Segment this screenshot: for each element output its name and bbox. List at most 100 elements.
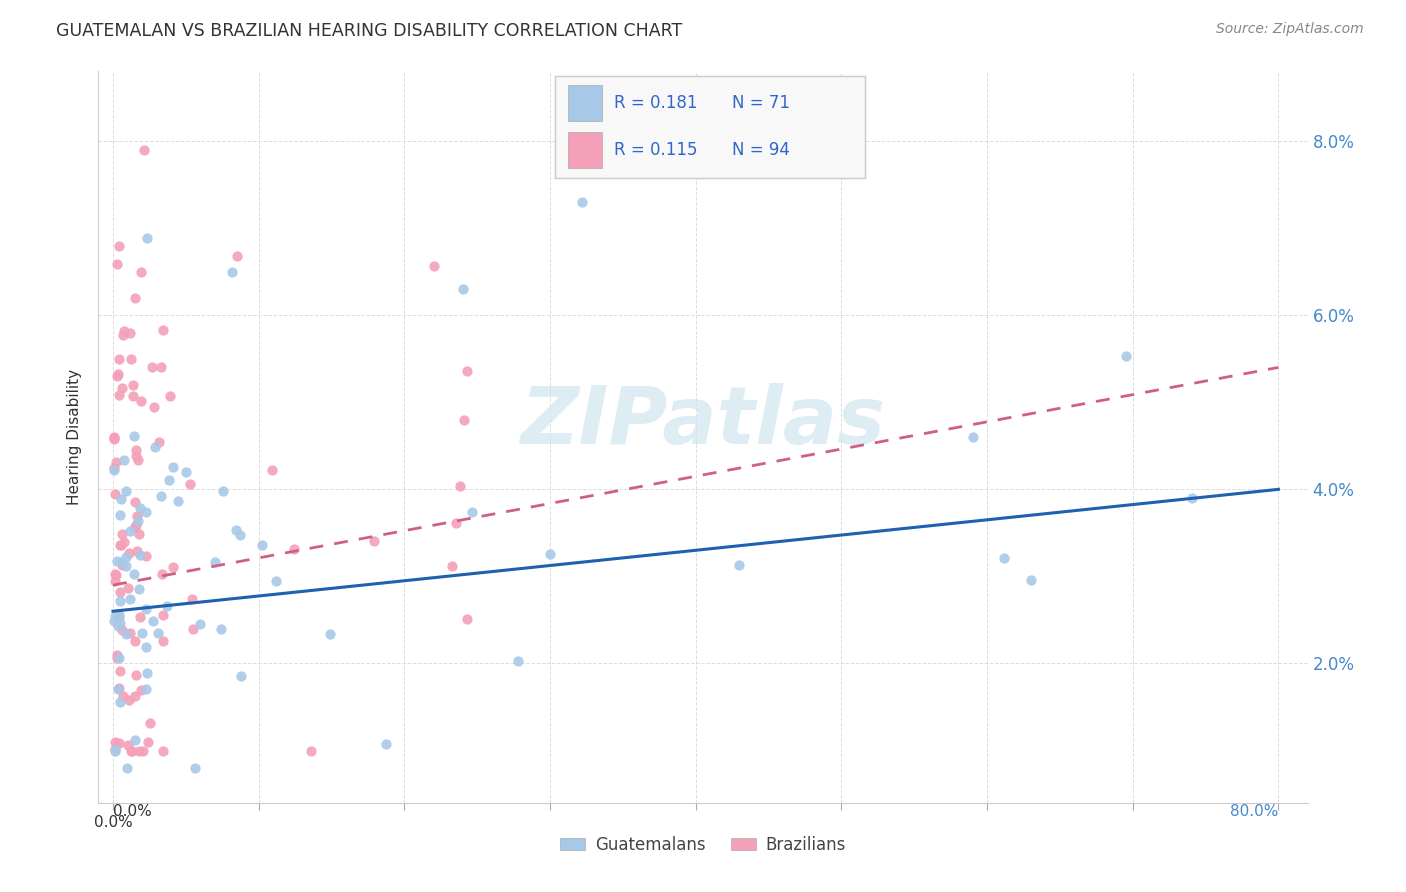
Point — [209, 622, 232, 636]
Point — [538, 547, 561, 561]
Point — [461, 505, 484, 519]
Point — [1019, 574, 1042, 588]
Point — [318, 627, 340, 641]
Point — [441, 559, 464, 574]
Point — [121, 377, 143, 392]
Point — [125, 509, 148, 524]
Point — [103, 614, 125, 628]
Point — [141, 360, 163, 375]
Point — [136, 231, 159, 245]
Point — [105, 455, 128, 469]
Point — [120, 524, 142, 539]
Point — [299, 743, 322, 757]
Point — [108, 538, 131, 552]
Point — [136, 735, 159, 749]
Point — [105, 553, 128, 567]
Point — [225, 524, 247, 538]
Point — [124, 733, 146, 747]
Point — [374, 737, 396, 751]
Point — [111, 623, 134, 637]
Point — [190, 617, 212, 632]
Point — [363, 533, 385, 548]
Point — [104, 735, 127, 749]
Point — [152, 633, 174, 648]
Point — [128, 549, 150, 563]
Point — [127, 452, 149, 467]
Point — [118, 693, 141, 707]
Point — [111, 690, 134, 704]
Legend: Guatemalans, Brazilians: Guatemalans, Brazilians — [554, 829, 852, 860]
Point — [148, 435, 170, 450]
Point — [135, 682, 157, 697]
Point — [141, 614, 163, 628]
Point — [204, 555, 226, 569]
Point — [132, 743, 155, 757]
Point — [159, 389, 181, 403]
Point — [143, 400, 166, 414]
Point — [103, 463, 125, 477]
Point — [115, 483, 138, 498]
Point — [131, 265, 153, 279]
Point — [104, 567, 127, 582]
Bar — [568, 85, 602, 121]
Point — [108, 607, 131, 622]
Point — [122, 566, 145, 581]
Point — [125, 443, 148, 458]
Point — [124, 634, 146, 648]
Point — [124, 689, 146, 703]
Point — [104, 487, 127, 501]
Point — [134, 143, 156, 157]
Bar — [568, 132, 602, 168]
Point — [108, 736, 131, 750]
Point — [107, 351, 129, 366]
Point — [127, 514, 149, 528]
Point — [110, 594, 132, 608]
Point — [571, 194, 593, 209]
Point — [105, 648, 128, 662]
Point — [118, 326, 141, 340]
Point — [221, 265, 243, 279]
Point — [157, 473, 180, 487]
Text: N = 94: N = 94 — [731, 141, 790, 159]
Point — [149, 489, 172, 503]
Point — [146, 625, 169, 640]
Point — [108, 585, 131, 599]
Point — [135, 549, 157, 563]
Point — [167, 493, 190, 508]
Point — [112, 452, 135, 467]
Point — [181, 591, 204, 606]
Point — [112, 324, 135, 338]
Point — [124, 495, 146, 509]
Point — [993, 551, 1015, 566]
Point — [453, 413, 475, 427]
Point — [162, 460, 184, 475]
Point — [104, 608, 127, 623]
Point — [118, 591, 141, 606]
Point — [107, 618, 129, 632]
Point — [107, 388, 129, 402]
Point — [143, 440, 166, 454]
Point — [117, 738, 139, 752]
Point — [128, 527, 150, 541]
Point — [264, 574, 287, 588]
Text: 0.0%: 0.0% — [112, 805, 152, 819]
Point — [129, 501, 152, 516]
Point — [108, 664, 131, 678]
Point — [108, 238, 131, 252]
Point — [103, 431, 125, 445]
Point — [121, 743, 143, 757]
Point — [449, 479, 471, 493]
Point — [103, 461, 125, 475]
Point — [456, 612, 478, 626]
Point — [120, 743, 142, 757]
Point — [110, 491, 132, 506]
Point — [962, 429, 984, 443]
Point — [108, 651, 131, 665]
Point — [260, 462, 283, 476]
Point — [506, 654, 529, 668]
Point — [114, 550, 136, 565]
Text: Source: ZipAtlas.com: Source: ZipAtlas.com — [1216, 22, 1364, 37]
Point — [423, 259, 446, 273]
Point — [152, 743, 174, 757]
Point — [128, 582, 150, 597]
